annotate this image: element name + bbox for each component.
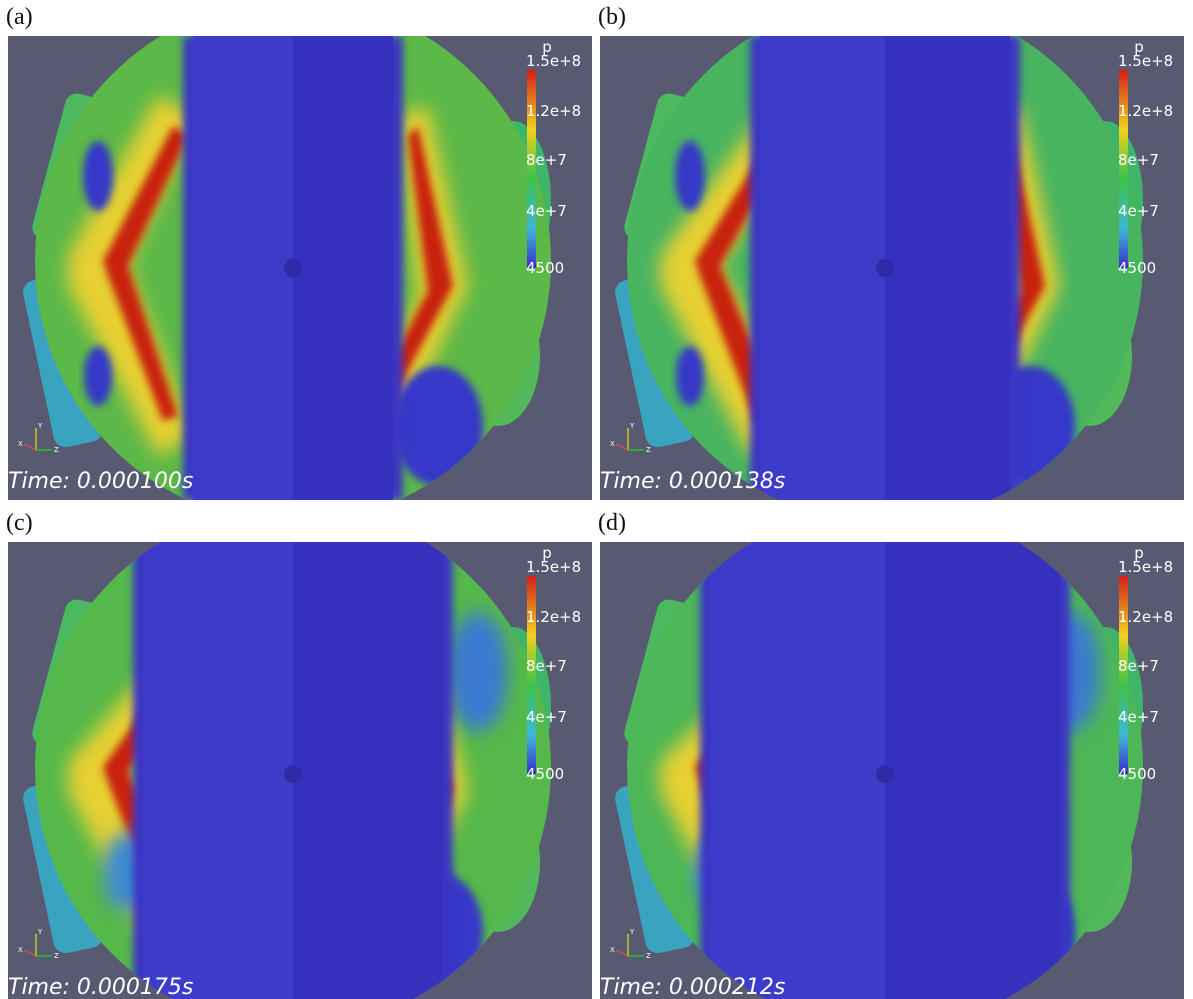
colorbar-tick: 4e+7 <box>1118 708 1159 726</box>
center-band <box>293 542 443 999</box>
center-band <box>193 36 293 500</box>
colorbar-tick: 8e+7 <box>1118 151 1159 169</box>
colorbar-tick: 4e+7 <box>526 202 567 220</box>
center-band <box>710 542 885 999</box>
colorbar-tick: 1.5e+8 <box>526 558 581 576</box>
colorbar-tick: 4500 <box>526 259 564 277</box>
time-label: Time: 0.000100s <box>8 469 193 494</box>
time-label: Time: 0.000212s <box>600 975 785 999</box>
axis-label: Y <box>629 928 635 936</box>
colorbar-tick: 1.2e+8 <box>526 608 581 626</box>
colorbar-tick: 4e+7 <box>1118 202 1159 220</box>
colorbar <box>527 70 536 268</box>
axis-label: X <box>610 440 615 448</box>
colorbar-tick: 8e+7 <box>1118 657 1159 675</box>
axis-label: Z <box>54 446 59 454</box>
hole <box>876 765 894 783</box>
center-band <box>760 36 885 500</box>
axis-label: Z <box>646 446 651 454</box>
low-region <box>84 346 112 406</box>
low-region <box>675 141 705 211</box>
colorbar-tick: 4500 <box>526 765 564 783</box>
figure: (a)p1.5e+81.2e+88e+74e+74500YXZTime: 0.0… <box>0 0 1193 999</box>
axis-label: X <box>610 946 615 954</box>
axis-label: X <box>18 440 23 448</box>
time-label: Time: 0.000175s <box>8 975 193 999</box>
axis-label: Z <box>54 952 59 960</box>
panel-label: (a) <box>6 4 33 30</box>
colorbar <box>1119 576 1128 774</box>
hole <box>284 259 302 277</box>
colorbar-tick: 8e+7 <box>526 657 567 675</box>
axis-label: X <box>18 946 23 954</box>
time-label: Time: 0.000138s <box>600 469 785 494</box>
colorbar-tick: 8e+7 <box>526 151 567 169</box>
colorbar-tick: 4e+7 <box>526 708 567 726</box>
axis-label: Y <box>37 928 43 936</box>
low-region <box>448 612 508 732</box>
colorbar-tick: 1.5e+8 <box>1118 558 1173 576</box>
colorbar-tick: 1.2e+8 <box>1118 608 1173 626</box>
hole <box>284 765 302 783</box>
panel-label: (c) <box>6 510 33 536</box>
colorbar <box>1119 70 1128 268</box>
center-band <box>143 542 293 999</box>
panel-label: (d) <box>598 510 626 536</box>
center-band <box>885 36 1010 500</box>
low-region <box>676 346 704 406</box>
colorbar-tick: 4500 <box>1118 259 1156 277</box>
colorbar <box>527 576 536 774</box>
center-band <box>293 36 393 500</box>
low-region <box>83 141 113 211</box>
axis-label: Z <box>646 952 651 960</box>
axis-label: Y <box>629 422 635 430</box>
panel-label: (b) <box>598 4 626 30</box>
colorbar-tick: 1.5e+8 <box>1118 52 1173 70</box>
center-band <box>885 542 1060 999</box>
colorbar-tick: 4500 <box>1118 765 1156 783</box>
colorbar-tick: 1.2e+8 <box>526 102 581 120</box>
axis-label: Y <box>37 422 43 430</box>
colorbar-tick: 1.5e+8 <box>526 52 581 70</box>
hole <box>876 259 894 277</box>
colorbar-tick: 1.2e+8 <box>1118 102 1173 120</box>
